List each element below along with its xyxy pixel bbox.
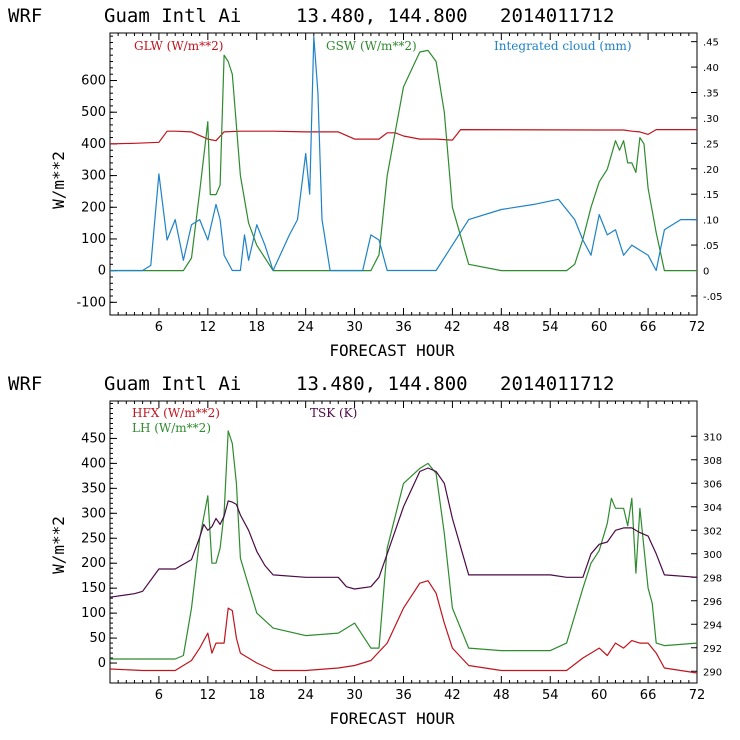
panel-1-header-model: WRF [8, 5, 42, 27]
panel-1-xtick-label: 54 [542, 320, 559, 335]
series-line-lh [110, 430, 698, 660]
panel-1-y2tick-label: -.05 [703, 292, 723, 303]
panel-2-xtick-label: 48 [493, 688, 510, 703]
panel-2-y2tick-label: 294 [703, 620, 722, 631]
panel-1-frame [109, 32, 698, 316]
panel-1-y2tick-label: .10 [703, 216, 719, 227]
panel-1-xtick-label: 6 [155, 320, 163, 335]
panel-1-xtick-label: 72 [689, 320, 706, 335]
panel-2-xtick-label: 72 [689, 688, 706, 703]
panel-1-y2tick-label: 0 [703, 267, 709, 278]
panel-2-ytick-label: 350 [81, 481, 106, 496]
panel-1-y2tick-label: .25 [703, 139, 719, 150]
panel-2-y2tick-label: 300 [703, 550, 722, 561]
panel-1-ytick-label: 300 [81, 169, 106, 184]
panel-1-y2tick-label: .30 [703, 114, 719, 125]
panel-1-ylabel: W/m**2 [49, 151, 68, 209]
panel-2-xtick-label: 36 [395, 688, 412, 703]
panel-1-header-coords: 13.480, 144.800 [296, 5, 468, 27]
panel-1-xtick-label: 18 [248, 320, 265, 335]
panel-1-header-init: 2014011712 [500, 5, 614, 27]
panel-2-y2tick-label: 308 [703, 456, 722, 467]
legend-integrated-cloud: Integrated cloud (mm) [494, 39, 632, 53]
panel-2-ytick-label: 300 [81, 506, 106, 521]
panel-2-xtick-label: 18 [248, 688, 265, 703]
panel-2-xtick-label: 12 [200, 688, 217, 703]
panel-1-ytick-label: 100 [81, 232, 106, 247]
panel-2-xtick-label: 54 [542, 688, 559, 703]
legend-hfx: HFX (W/m**2) [132, 406, 220, 420]
series-line-integrated-cloud [110, 35, 697, 272]
panel-2-y2tick-label: 306 [703, 479, 722, 490]
panel-1-y2tick-label: .45 [703, 38, 719, 49]
series-line-tsk [109, 467, 698, 598]
panel-1-ytick-label: 500 [81, 105, 106, 120]
legend-glw: GLW (W/m**2) [134, 39, 223, 53]
panel-2-ytick-label: 400 [81, 456, 106, 471]
panel-2-xtick-label: 6 [155, 688, 163, 703]
panel-2-y2tick-label: 296 [703, 597, 722, 608]
panel-2-ytick-label: 450 [81, 431, 106, 446]
panel-1-xtick-label: 60 [591, 320, 608, 335]
series-line-glw [109, 129, 697, 145]
panel-1-y2tick-label: .05 [703, 241, 719, 252]
panel-1-ytick-label: 200 [81, 200, 106, 215]
panel-1-xtick-label: 12 [200, 320, 217, 335]
panel-1-ytick-label: 400 [81, 137, 106, 152]
panel-1-xlabel: FORECAST HOUR [329, 341, 455, 360]
panel-1-xtick-label: 24 [297, 320, 314, 335]
panel-2-ylabel: W/m**2 [49, 516, 68, 574]
panel-1-ytick-label: 600 [81, 74, 106, 89]
panel-2-y2tick-label: 290 [703, 667, 722, 678]
panel-1-xtick-label: 36 [395, 320, 412, 335]
legend-tsk: TSK (K) [310, 406, 357, 420]
panel-2-xtick-label: 30 [346, 688, 363, 703]
panel-2-y2tick-label: 292 [703, 644, 722, 655]
panel-2-header-station: Guam Intl Ai [104, 373, 241, 395]
panel-2-ytick-label: 100 [81, 606, 106, 621]
panel-2-y2tick-label: 310 [703, 432, 722, 443]
panel-2-ytick-label: 200 [81, 556, 106, 571]
panel-1-xtick-label: 30 [346, 320, 363, 335]
panel-1-xtick-label: 48 [493, 320, 510, 335]
panel-2-ytick-label: 50 [89, 631, 106, 646]
panel-2-ytick-label: 0 [98, 656, 106, 671]
series-line-hfx [109, 580, 698, 674]
panel-2-ytick-label: 150 [81, 581, 106, 596]
panel-1-ytick-label: 0 [98, 264, 106, 279]
panel-2-header-init: 2014011712 [500, 373, 614, 395]
panel-2-y2tick-label: 302 [703, 526, 722, 537]
panel-2-y2tick-label: 298 [703, 573, 722, 584]
panel-2-xtick-label: 42 [444, 688, 461, 703]
panel-2-xtick-label: 24 [297, 688, 314, 703]
panel-1-ytick-label: -100 [76, 295, 106, 310]
panel-1-y2tick-label: .40 [703, 63, 719, 74]
panel-2-y2tick-label: 304 [703, 503, 722, 514]
panel-1-header-station: Guam Intl Ai [104, 5, 241, 27]
panel-1-xtick-label: 42 [444, 320, 461, 335]
panel-1-y2tick-label: .20 [703, 165, 719, 176]
panel-2-xtick-label: 66 [640, 688, 657, 703]
legend-gsw: GSW (W/m**2) [326, 39, 417, 53]
panel-2-xtick-label: 60 [591, 688, 608, 703]
panel-2: WRF Guam Intl Ai 13.480, 144.800 2014011… [8, 373, 722, 728]
panel-2-xlabel: FORECAST HOUR [329, 709, 455, 728]
panel-2-header-coords: 13.480, 144.800 [296, 373, 468, 395]
panel-1: WRF Guam Intl Ai 13.480, 144.800 2014011… [8, 5, 723, 360]
panel-2-header-model: WRF [8, 373, 42, 395]
panel-1-y2tick-label: .15 [703, 190, 719, 201]
panel-1-xtick-label: 66 [640, 320, 657, 335]
series-line-gsw [110, 49, 697, 272]
panel-1-y2tick-label: .35 [703, 89, 719, 100]
panel-2-ytick-label: 250 [81, 531, 106, 546]
legend-lh: LH (W/m**2) [132, 421, 211, 435]
